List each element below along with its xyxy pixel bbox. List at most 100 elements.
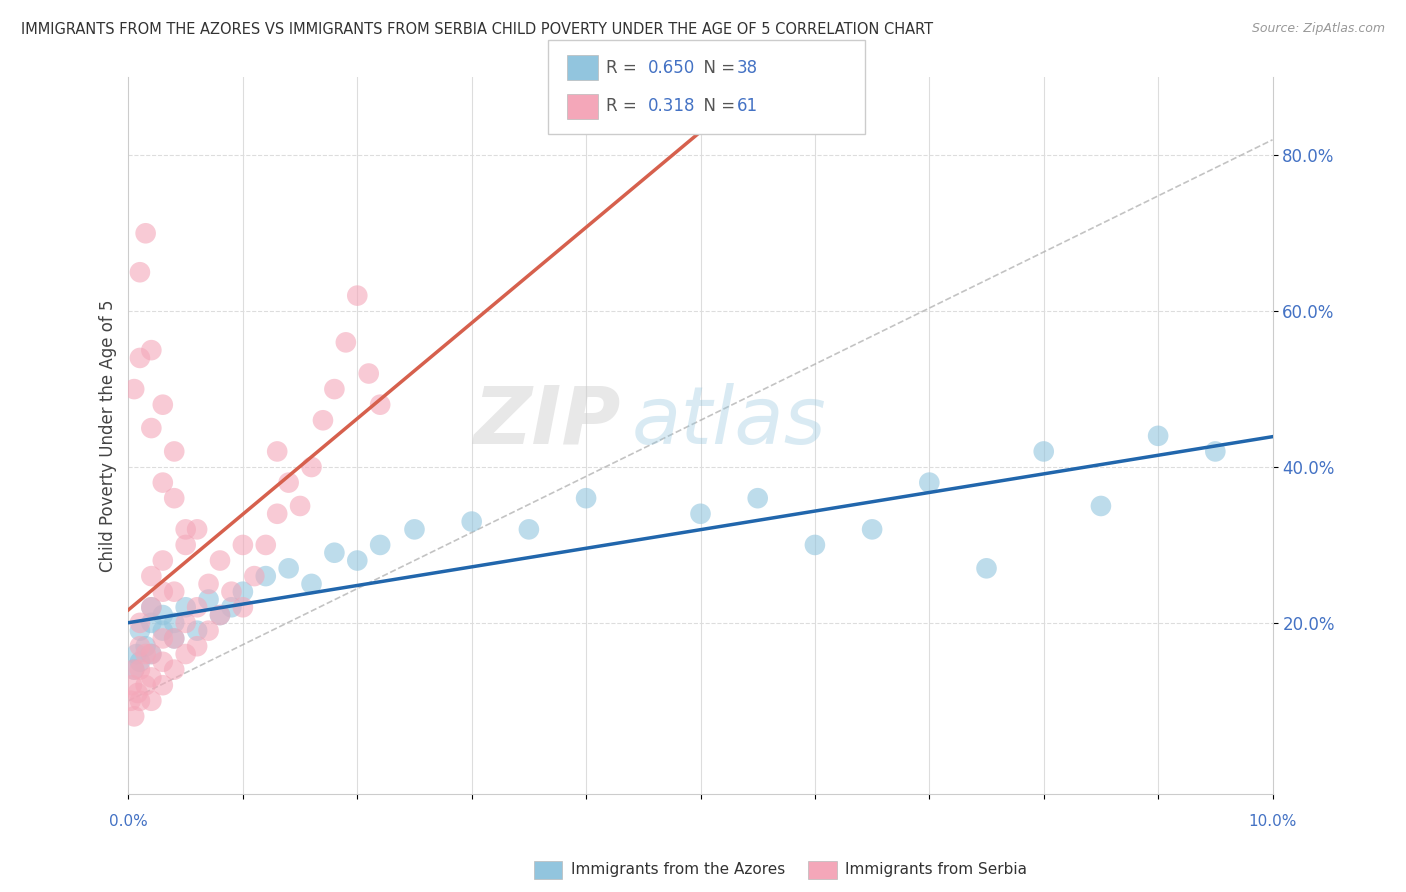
Point [208, 553, 231, 567]
Text: 10.0%: 10.0% [1249, 814, 1296, 829]
Point [163, 615, 186, 630]
Point [152, 632, 174, 646]
Text: 0.0%: 0.0% [110, 814, 148, 829]
Point [129, 351, 152, 365]
Point [174, 647, 197, 661]
Point [163, 632, 186, 646]
Point [689, 507, 711, 521]
Point [127, 686, 149, 700]
Point [163, 663, 186, 677]
Point [152, 584, 174, 599]
Point [122, 382, 145, 396]
Point [335, 335, 357, 350]
Point [163, 632, 186, 646]
Point [1090, 499, 1112, 513]
Point [129, 639, 152, 653]
Point [301, 577, 323, 591]
Point [976, 561, 998, 575]
Point [368, 398, 391, 412]
Point [135, 647, 157, 661]
Point [186, 639, 208, 653]
Point [163, 584, 186, 599]
Point [221, 600, 243, 615]
Point [174, 600, 197, 615]
Text: 0.318: 0.318 [648, 97, 696, 115]
Point [152, 475, 174, 490]
Point [125, 647, 148, 661]
Text: N =: N = [693, 59, 741, 77]
Text: Immigrants from the Azores: Immigrants from the Azores [571, 863, 785, 877]
Text: IMMIGRANTS FROM THE AZORES VS IMMIGRANTS FROM SERBIA CHILD POVERTY UNDER THE AGE: IMMIGRANTS FROM THE AZORES VS IMMIGRANTS… [21, 22, 934, 37]
Point [254, 569, 277, 583]
Point [221, 584, 243, 599]
Point [152, 608, 174, 623]
Point [163, 444, 186, 458]
Point [141, 694, 163, 708]
Point [141, 647, 163, 661]
Point [277, 561, 299, 575]
Point [141, 670, 163, 684]
Point [747, 491, 769, 506]
Point [152, 553, 174, 567]
Text: 61: 61 [737, 97, 758, 115]
Point [277, 475, 299, 490]
Point [152, 624, 174, 638]
Point [129, 663, 152, 677]
Text: N =: N = [693, 97, 741, 115]
Point [346, 553, 368, 567]
Point [129, 265, 152, 279]
Text: ZIP: ZIP [472, 383, 620, 460]
Point [141, 600, 163, 615]
Point [860, 522, 883, 536]
Point [243, 569, 266, 583]
Point [141, 421, 163, 435]
Point [141, 615, 163, 630]
Point [186, 600, 208, 615]
Point [129, 624, 152, 638]
Text: Source: ZipAtlas.com: Source: ZipAtlas.com [1251, 22, 1385, 36]
Text: atlas: atlas [631, 383, 827, 460]
Point [1204, 444, 1226, 458]
Point [174, 538, 197, 552]
Point [232, 600, 254, 615]
Point [517, 522, 540, 536]
Point [404, 522, 426, 536]
Point [575, 491, 598, 506]
Point [918, 475, 941, 490]
Point [804, 538, 827, 552]
Point [460, 515, 482, 529]
Point [120, 694, 142, 708]
Point [197, 577, 219, 591]
Point [208, 608, 231, 623]
Point [346, 288, 368, 302]
Point [323, 382, 346, 396]
Point [135, 639, 157, 653]
Text: Immigrants from Serbia: Immigrants from Serbia [845, 863, 1026, 877]
Point [135, 678, 157, 692]
Text: R =: R = [606, 59, 643, 77]
Point [288, 499, 311, 513]
Point [129, 655, 152, 669]
Point [186, 522, 208, 536]
Text: 38: 38 [737, 59, 758, 77]
Point [129, 615, 152, 630]
Point [186, 624, 208, 638]
Point [152, 678, 174, 692]
Point [141, 600, 163, 615]
Point [141, 647, 163, 661]
Point [141, 343, 163, 358]
Point [323, 546, 346, 560]
Point [1032, 444, 1054, 458]
Point [197, 592, 219, 607]
Y-axis label: Child Poverty Under the Age of 5: Child Poverty Under the Age of 5 [100, 300, 117, 572]
Point [122, 709, 145, 723]
Point [122, 663, 145, 677]
Text: R =: R = [606, 97, 643, 115]
Text: 0.650: 0.650 [648, 59, 696, 77]
Point [121, 678, 143, 692]
Point [174, 615, 197, 630]
Point [312, 413, 335, 427]
Point [135, 227, 157, 241]
Point [357, 367, 380, 381]
Point [266, 444, 288, 458]
